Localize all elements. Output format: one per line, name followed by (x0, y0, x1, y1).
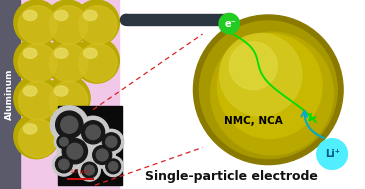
Ellipse shape (77, 116, 109, 148)
Text: Li⁺: Li⁺ (324, 149, 340, 159)
Ellipse shape (106, 159, 120, 174)
Ellipse shape (211, 32, 333, 155)
Ellipse shape (219, 13, 239, 34)
Text: Single-particle electrode: Single-particle electrode (145, 170, 318, 183)
Ellipse shape (57, 135, 71, 149)
Ellipse shape (55, 156, 72, 173)
Text: e⁻: e⁻ (224, 19, 236, 29)
Ellipse shape (84, 48, 97, 58)
Ellipse shape (18, 81, 57, 120)
Bar (0, 0, 20, 189)
Ellipse shape (23, 48, 37, 58)
Ellipse shape (93, 146, 112, 164)
Ellipse shape (62, 139, 88, 164)
Ellipse shape (317, 139, 347, 169)
Ellipse shape (50, 106, 88, 144)
Ellipse shape (45, 38, 90, 83)
Ellipse shape (193, 15, 343, 165)
Ellipse shape (18, 43, 57, 82)
Ellipse shape (54, 10, 68, 21)
Ellipse shape (14, 38, 59, 83)
Ellipse shape (78, 43, 117, 82)
Bar (20, 0, 119, 189)
Ellipse shape (56, 111, 83, 138)
Ellipse shape (99, 129, 124, 154)
Ellipse shape (23, 86, 37, 96)
Text: Aluminum: Aluminum (5, 69, 14, 120)
Text: NMC, NCA: NMC, NCA (224, 116, 283, 126)
Ellipse shape (81, 121, 105, 144)
Ellipse shape (223, 14, 234, 25)
Ellipse shape (220, 34, 302, 116)
Ellipse shape (57, 134, 92, 169)
Ellipse shape (14, 113, 59, 159)
Ellipse shape (18, 6, 57, 44)
Ellipse shape (89, 142, 115, 168)
Ellipse shape (54, 48, 68, 58)
Bar (58, 106, 122, 185)
Ellipse shape (45, 0, 90, 45)
Ellipse shape (54, 86, 68, 96)
Ellipse shape (84, 10, 97, 21)
Ellipse shape (18, 119, 57, 158)
Ellipse shape (61, 116, 78, 133)
Ellipse shape (96, 149, 108, 161)
Ellipse shape (74, 38, 119, 83)
Text: 10 μm: 10 μm (70, 169, 90, 174)
Ellipse shape (108, 162, 118, 171)
Ellipse shape (218, 34, 322, 138)
Ellipse shape (52, 153, 76, 176)
Ellipse shape (49, 81, 88, 120)
Ellipse shape (67, 143, 83, 159)
Bar (126, 14, 228, 25)
Ellipse shape (59, 137, 68, 146)
Ellipse shape (229, 42, 277, 90)
Ellipse shape (49, 43, 88, 82)
Ellipse shape (103, 133, 120, 151)
Ellipse shape (23, 10, 37, 21)
Ellipse shape (14, 0, 59, 45)
Ellipse shape (199, 21, 337, 159)
Ellipse shape (106, 136, 117, 147)
Ellipse shape (81, 162, 97, 178)
Ellipse shape (78, 6, 117, 44)
Ellipse shape (74, 0, 119, 45)
Ellipse shape (86, 125, 100, 139)
Ellipse shape (120, 14, 131, 25)
Ellipse shape (59, 159, 69, 170)
Ellipse shape (85, 165, 94, 175)
Ellipse shape (78, 159, 100, 181)
Ellipse shape (103, 156, 123, 177)
Ellipse shape (23, 124, 37, 134)
Ellipse shape (45, 76, 90, 121)
Ellipse shape (54, 132, 73, 151)
Ellipse shape (14, 76, 59, 121)
Ellipse shape (49, 6, 88, 44)
